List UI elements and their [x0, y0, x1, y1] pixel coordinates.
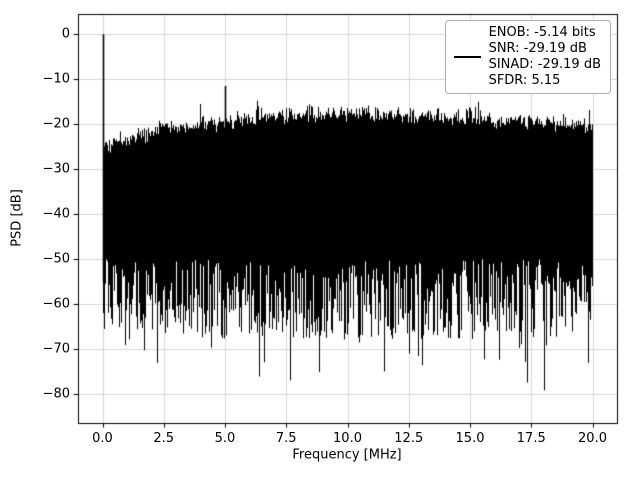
- y-axis-label: PSD [dB]: [9, 189, 25, 247]
- legend-entries: ENOB: -5.14 bits SNR: -29.19 dB SINAD: -…: [489, 25, 601, 89]
- legend-line-sample: [453, 56, 481, 58]
- legend-entry-snr: SNR: -29.19 dB: [488, 41, 587, 56]
- legend-entry-sfdr: SFDR: 5.15: [488, 73, 561, 88]
- legend: ENOB: -5.14 bits SNR: -29.19 dB SINAD: -…: [444, 20, 611, 94]
- legend-entry-enob: ENOB: -5.14 bits: [488, 25, 596, 40]
- legend-entry-sinad: SINAD: -29.19 dB: [488, 57, 601, 72]
- x-axis-label: Frequency [MHz]: [292, 447, 402, 463]
